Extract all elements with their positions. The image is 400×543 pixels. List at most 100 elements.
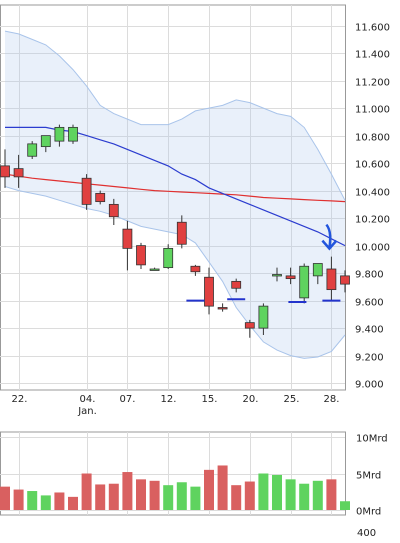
candle-body-down	[13, 168, 24, 178]
x-tick-sublabel: Jan.	[77, 406, 97, 417]
candle-body-down	[0, 165, 10, 178]
candle-body-down	[122, 228, 133, 249]
candle-body-up	[40, 135, 51, 148]
grid-layer	[0, 4, 346, 516]
candle	[231, 278, 242, 293]
candle-body-down	[204, 276, 214, 307]
candle-body-up	[68, 126, 78, 142]
x-tick-label: 04.	[80, 394, 96, 405]
candle-body-down	[108, 203, 119, 218]
x-tick-label: 22.	[12, 394, 28, 405]
candle	[340, 270, 350, 293]
candle-body-down	[231, 280, 242, 289]
volume-bar	[190, 486, 201, 510]
candle	[122, 220, 133, 271]
y-tick-label: 10.000	[355, 243, 390, 254]
y-tick-label: 10.200	[355, 215, 390, 226]
volume-bar	[326, 479, 337, 510]
candle-body-up	[272, 274, 282, 277]
bollinger-band-layer	[4, 30, 346, 359]
y-tick-label: 9.400	[355, 325, 384, 336]
candle	[13, 154, 24, 188]
volume-bar	[244, 481, 255, 510]
volume-bar	[163, 485, 174, 510]
volume-bar	[13, 489, 24, 510]
volume-bar	[217, 465, 228, 510]
price-plot-frame	[0, 4, 346, 391]
volume-y-tick-label: 10Mrd	[356, 434, 388, 445]
y-tick-label: 11.200	[355, 78, 390, 89]
volume-bar	[312, 480, 323, 510]
candle-body-down	[285, 275, 296, 280]
candle-body-up	[54, 126, 65, 142]
candle	[176, 215, 187, 249]
candle-body-down	[176, 221, 187, 245]
y-tick-label: 11.400	[355, 50, 390, 61]
bollinger-upper-line	[4, 30, 346, 201]
candle	[299, 263, 310, 304]
candle	[40, 135, 51, 153]
y-tick-label: 10.600	[355, 160, 390, 171]
candle-body-down	[340, 275, 350, 285]
candle	[204, 267, 214, 315]
candle-body-up	[299, 265, 310, 299]
volume-bar	[122, 472, 133, 510]
candle	[68, 124, 78, 144]
volume-bar	[40, 495, 51, 510]
candle-body-down	[190, 265, 201, 273]
candle	[258, 303, 269, 335]
down-arrow-head	[321, 239, 338, 251]
volume-bar	[136, 479, 146, 510]
x-tick-label: 28.	[324, 394, 340, 405]
candle	[285, 267, 296, 285]
volume-bar	[176, 482, 187, 510]
candle	[244, 319, 255, 338]
y-tick-label: 10.800	[355, 133, 390, 144]
y-tick-label: 9.800	[355, 270, 384, 281]
volume-plot-frame	[0, 431, 346, 516]
volume-bar	[285, 479, 296, 510]
candle	[272, 267, 282, 282]
bollinger-lower-line	[4, 186, 346, 359]
volume-bar	[258, 473, 269, 510]
x-tick-label: 15.	[202, 394, 218, 405]
candle-body-down	[244, 322, 255, 329]
volume-bar	[231, 485, 242, 510]
moving-average-long-line	[4, 173, 346, 203]
candle	[108, 198, 119, 225]
candle-body-up	[312, 263, 323, 277]
candle-body-up	[149, 268, 160, 271]
candle-body-down	[136, 245, 146, 266]
x-tick-label: 12.	[161, 394, 177, 405]
bollinger-band-fill	[5, 31, 345, 359]
candle	[136, 242, 146, 269]
bottom-axis-label: 400	[357, 528, 376, 539]
candle	[81, 174, 92, 210]
x-tick-label: 25.	[284, 394, 300, 405]
candle-body-down	[81, 177, 92, 205]
volume-bar	[272, 474, 282, 510]
support-mark-layer	[186, 223, 341, 303]
candle	[149, 267, 160, 271]
y-tick-label: 11.600	[355, 23, 390, 34]
y-tick-label: 10.400	[355, 188, 390, 199]
volume-bar	[299, 483, 310, 510]
y-tick-label: 9.200	[355, 353, 384, 364]
candle-body-up	[258, 305, 269, 329]
candle	[163, 244, 174, 269]
candle	[95, 190, 106, 205]
volume-y-tick-label: 0Mrd	[356, 507, 381, 518]
y-tick-label: 11.000	[355, 105, 390, 116]
candle	[217, 303, 228, 312]
volume-bar	[81, 473, 92, 510]
candle-body-up	[27, 143, 38, 157]
volume-layer: 10Mrd 5Mrd 0Mrd	[0, 434, 388, 518]
y-tick-label: 9.000	[355, 380, 384, 391]
volume-bar	[340, 501, 350, 510]
candle	[54, 124, 65, 147]
volume-bar	[95, 484, 106, 510]
volume-bar	[68, 496, 78, 510]
y-tick-label: 9.600	[355, 298, 384, 309]
